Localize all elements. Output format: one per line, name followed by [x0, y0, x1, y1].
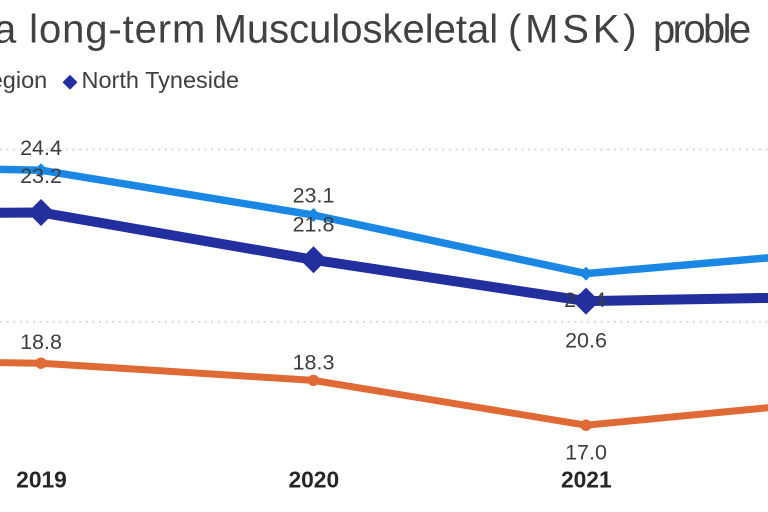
svg-text:18.8: 18.8: [20, 330, 62, 354]
svg-text:Musculoskeletal: Musculoskeletal: [214, 8, 499, 52]
svg-text:egion: egion: [0, 67, 47, 93]
svg-text:North Tyneside: North Tyneside: [82, 67, 240, 93]
svg-text:18.3: 18.3: [293, 351, 335, 375]
svg-text:23.2: 23.2: [20, 164, 62, 188]
svg-text:(MSK): (MSK): [508, 8, 640, 52]
svg-text:20.6: 20.6: [565, 329, 607, 353]
svg-text:17.0: 17.0: [565, 441, 607, 465]
svg-text:2019: 2019: [16, 467, 67, 493]
svg-text:24.4: 24.4: [20, 136, 62, 160]
svg-text:23.1: 23.1: [293, 184, 335, 208]
svg-text:a long-term: a long-term: [0, 8, 206, 52]
svg-text:21.8: 21.8: [293, 213, 335, 237]
svg-text:proble: proble: [653, 8, 750, 52]
svg-text:2021: 2021: [561, 467, 612, 493]
svg-text:2020: 2020: [288, 467, 339, 493]
